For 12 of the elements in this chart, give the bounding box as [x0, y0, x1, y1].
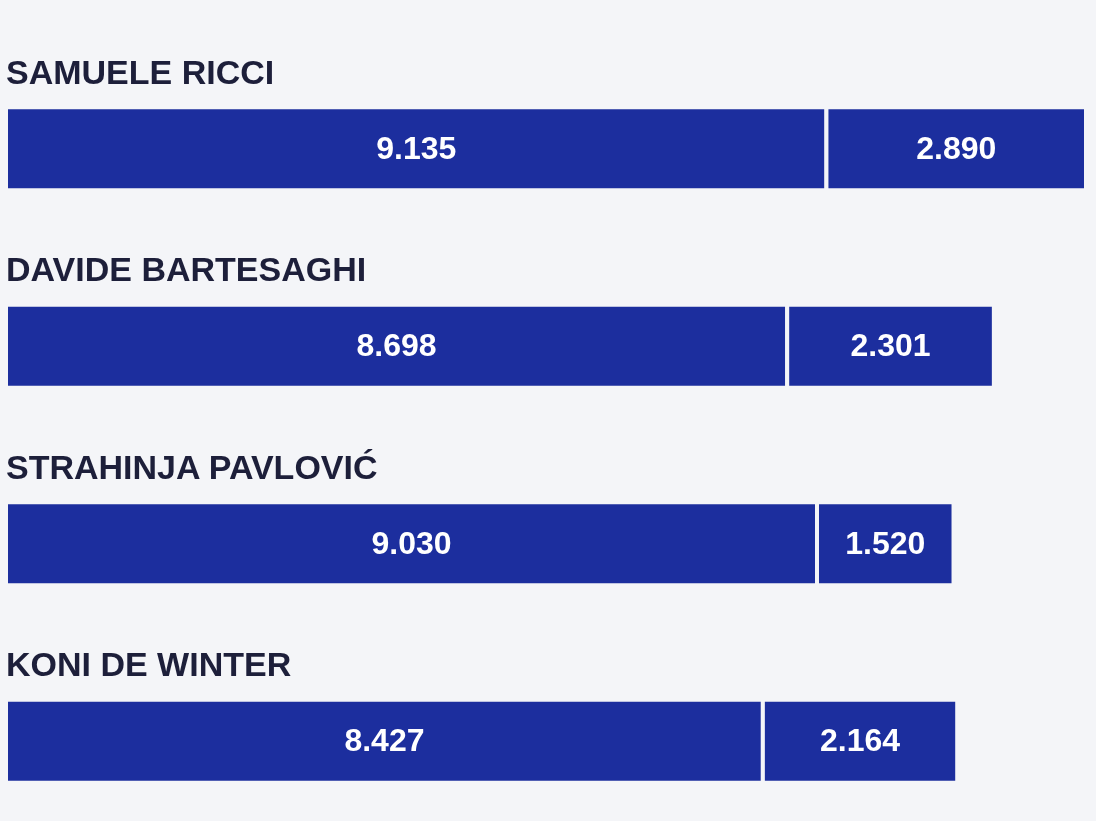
y-tick-label: KONI DE WINTER: [6, 645, 292, 684]
y-tick-label: DAVIDE BARTESAGHI: [6, 250, 367, 289]
y-tick-label: SAMUELE RICCI: [6, 52, 275, 91]
data-label: 2.890: [916, 129, 997, 166]
data-label: 2.301: [850, 327, 931, 364]
data-label: 9.030: [371, 524, 452, 561]
data-label: 9.135: [376, 129, 457, 166]
y-tick-label: STRAHINJA PAVLOVIĆ: [6, 447, 378, 486]
data-label: 8.698: [356, 327, 437, 364]
data-label: 2.164: [819, 722, 901, 759]
data-label: 8.427: [344, 722, 425, 759]
data-label: 1.520: [845, 524, 926, 561]
